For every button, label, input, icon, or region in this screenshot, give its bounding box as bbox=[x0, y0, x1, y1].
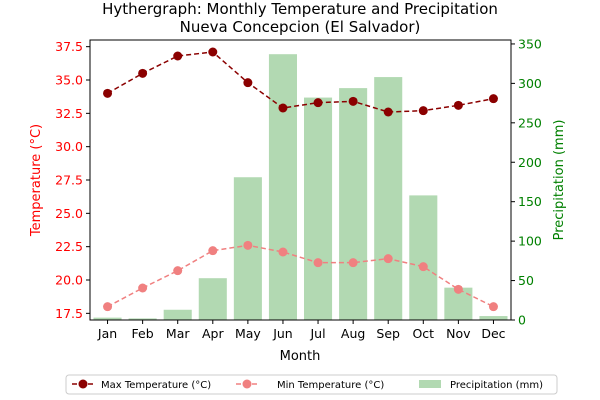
y-right-tick-label: 300 bbox=[518, 76, 542, 91]
max-temperature-point-sep bbox=[383, 107, 393, 117]
chart-title: Hythergraph: Monthly Temperature and Pre… bbox=[102, 0, 498, 18]
x-tick-label-jul: Jul bbox=[309, 326, 325, 341]
min-temperature-line bbox=[107, 244, 494, 308]
x-tick-label-may: May bbox=[235, 326, 261, 341]
precipitation-bar-jul bbox=[304, 97, 333, 321]
min-temperature-point-mar bbox=[173, 266, 183, 276]
y-left-tick-label: 32.5 bbox=[55, 106, 83, 121]
legend-precip-label: Precipitation (mm) bbox=[450, 380, 543, 391]
x-tick-label-oct: Oct bbox=[412, 326, 434, 341]
legend-precip-patch-icon bbox=[419, 380, 441, 388]
y-axis-right-label: Precipitation (mm) bbox=[552, 120, 567, 241]
max-temperature-point-feb bbox=[138, 68, 148, 78]
y-left-tick-label: 17.5 bbox=[55, 306, 83, 321]
y-left-tick-label: 27.5 bbox=[55, 173, 83, 188]
legend-min-marker-icon bbox=[242, 379, 252, 389]
precipitation-bar-jun bbox=[268, 54, 297, 321]
legend-max-marker-icon bbox=[78, 379, 88, 389]
precipitation-bars bbox=[93, 54, 508, 321]
legend-min-label: Min Temperature (°C) bbox=[277, 380, 384, 391]
y-left-tick-label: 25.0 bbox=[55, 206, 83, 221]
y-right-tick-label: 150 bbox=[518, 194, 542, 209]
x-axis-label: Month bbox=[280, 349, 321, 364]
x-tick-label-apr: Apr bbox=[202, 326, 224, 341]
x-tick-label-mar: Mar bbox=[166, 326, 190, 341]
precipitation-bar-oct bbox=[409, 195, 438, 320]
y-right-tick-label: 250 bbox=[518, 115, 542, 130]
max-temperature-point-jul bbox=[313, 98, 323, 108]
y-left-tick-label: 37.5 bbox=[55, 39, 83, 54]
max-temperature-point-oct bbox=[418, 106, 428, 116]
precipitation-bar-mar bbox=[163, 309, 192, 320]
max-temperature-point-may bbox=[243, 78, 253, 88]
y-right-tick-label: 0 bbox=[518, 313, 526, 328]
min-temperature-point-jan bbox=[103, 302, 113, 312]
y-axis-left: 17.5 20.0 22.5 25.0 27.5 30.0 32.5 35.0 37.5 bbox=[55, 39, 90, 321]
plot-frame bbox=[89, 39, 512, 321]
precipitation-bar-feb bbox=[128, 318, 157, 320]
max-temperature-point-mar bbox=[173, 51, 183, 61]
y-left-tick-label: 20.0 bbox=[55, 273, 83, 288]
min-temperature-point-oct bbox=[418, 262, 428, 272]
y-right-tick-label: 100 bbox=[518, 234, 542, 249]
max-temperature-point-dec bbox=[488, 94, 498, 104]
max-temperature-point-aug bbox=[348, 96, 358, 106]
y-right-tick-label: 50 bbox=[518, 273, 534, 288]
max-temperature-point-apr bbox=[208, 47, 218, 57]
precipitation-bar-apr bbox=[198, 278, 227, 320]
min-temperature-point-nov bbox=[453, 284, 463, 294]
precipitation-bar-aug bbox=[339, 88, 368, 321]
y-left-tick-label: 35.0 bbox=[55, 73, 83, 88]
min-temperature-point-apr bbox=[208, 246, 218, 256]
precipitation-bar-dec bbox=[479, 316, 508, 320]
y-axis-left-label: Temperature (°C) bbox=[29, 124, 44, 237]
precipitation-bar-sep bbox=[374, 77, 403, 320]
y-left-tick-label: 30.0 bbox=[55, 139, 83, 154]
x-tick-label-dec: Dec bbox=[481, 326, 505, 341]
min-temperature-point-jun bbox=[278, 247, 288, 257]
y-axis-right: 0 50 100 150 200 250 300 350 bbox=[511, 36, 542, 328]
min-temperature-point-sep bbox=[383, 254, 393, 264]
y-left-tick-label: 22.5 bbox=[55, 239, 83, 254]
x-axis: Jan Feb Mar Apr May Jun Jul Aug Sep Oct Nov Dec bbox=[97, 320, 506, 341]
min-temperature-point-aug bbox=[348, 258, 358, 268]
max-temperature-point-nov bbox=[453, 100, 463, 110]
legend-box bbox=[65, 374, 558, 395]
x-tick-label-jun: Jun bbox=[272, 326, 293, 341]
x-tick-label-sep: Sep bbox=[376, 326, 400, 341]
x-tick-label-nov: Nov bbox=[446, 326, 471, 341]
min-temperature-point-may bbox=[243, 240, 253, 250]
x-tick-label-feb: Feb bbox=[132, 326, 154, 341]
legend-max-label: Max Temperature (°C) bbox=[101, 380, 211, 391]
y-right-tick-label: 350 bbox=[518, 36, 542, 51]
min-temperature-point-dec bbox=[488, 302, 498, 312]
x-tick-label-aug: Aug bbox=[341, 326, 365, 341]
min-temperature-point-jul bbox=[313, 258, 323, 268]
legend: Max Temperature (°C) Min Temperature (°C… bbox=[65, 374, 558, 395]
temperature-lines bbox=[103, 47, 498, 312]
min-temperature-point-feb bbox=[138, 283, 148, 293]
x-tick-label-jan: Jan bbox=[97, 326, 117, 341]
max-temperature-point-jun bbox=[278, 103, 288, 113]
max-temperature-point-jan bbox=[103, 88, 113, 98]
chart-subtitle: Nueva Concepcion (El Salvador) bbox=[180, 18, 421, 36]
precipitation-bar-jan bbox=[93, 317, 122, 320]
y-right-tick-label: 200 bbox=[518, 155, 542, 170]
max-temperature-line bbox=[107, 51, 494, 113]
